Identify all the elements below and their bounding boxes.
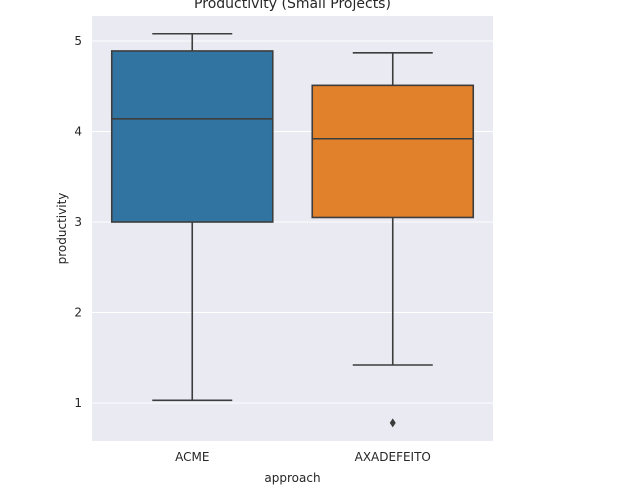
box-acme — [110, 32, 274, 402]
y-tick-label: 3 — [74, 215, 82, 229]
x-tick-labels: ACME AXADEFEITO — [175, 450, 431, 464]
x-tick-label: ACME — [175, 450, 209, 464]
x-tick-label: AXADEFEITO — [355, 450, 431, 464]
chart-title: Productivity (Small Projects) — [194, 0, 391, 12]
y-tick-labels: 1 2 3 4 5 — [74, 34, 82, 410]
box-axadefeito — [311, 51, 475, 428]
iqr-box — [311, 84, 475, 219]
y-tick-label: 5 — [74, 34, 82, 48]
x-axis-label: approach — [264, 471, 320, 485]
y-tick-label: 1 — [74, 396, 82, 410]
iqr-box — [110, 50, 274, 223]
boxes-layer — [110, 32, 475, 428]
outlier-point — [389, 418, 396, 428]
y-axis-label: productivity — [55, 193, 69, 265]
y-tick-label: 2 — [74, 306, 82, 320]
y-tick-label: 4 — [74, 125, 82, 139]
